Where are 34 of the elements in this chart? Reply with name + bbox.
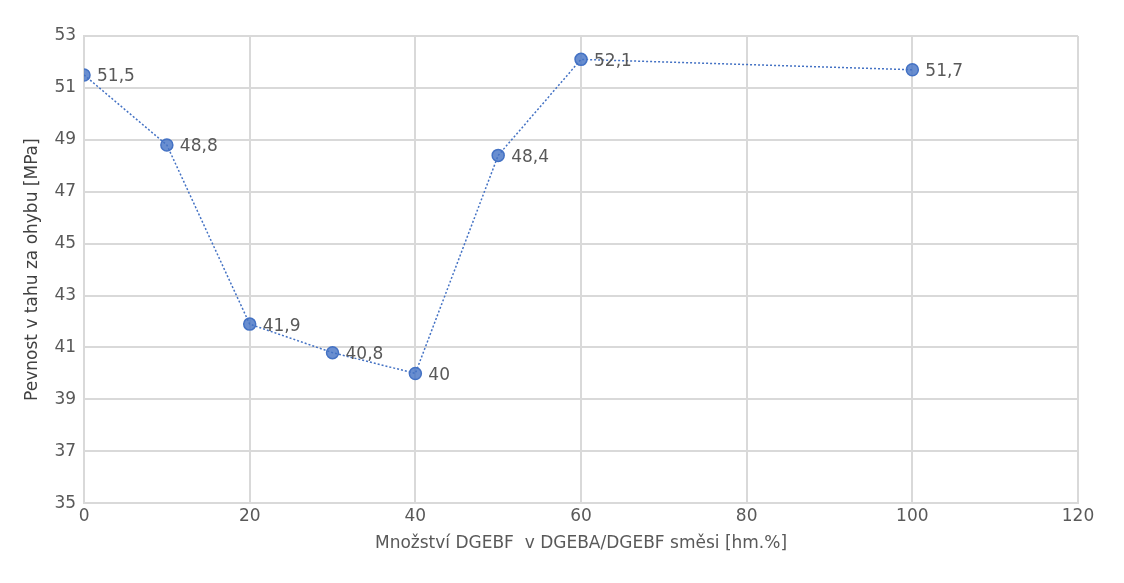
data-label: 48,4 xyxy=(511,145,550,166)
point xyxy=(408,366,423,381)
y-tick-label: 39 xyxy=(54,387,77,408)
y-tick-label: 49 xyxy=(54,128,77,149)
point xyxy=(160,138,174,152)
x-tick-label: 100 xyxy=(896,504,929,525)
data-label: 51,5 xyxy=(97,65,135,86)
x-tick-label: 0 xyxy=(78,504,90,525)
point xyxy=(242,317,257,331)
point xyxy=(905,62,920,77)
x-tick-label: 40 xyxy=(404,504,427,525)
x-tick-label: 80 xyxy=(735,504,758,525)
y-tick-label: 43 xyxy=(54,283,77,304)
data-label: 52,1 xyxy=(594,49,632,70)
y-tick-label: 37 xyxy=(54,439,77,460)
x-axis-title: Množství DGEBF v DGEBA/DGEBF směsi [hm.%] xyxy=(374,532,788,553)
point xyxy=(574,52,588,67)
y-tick-label: 41 xyxy=(54,335,77,356)
data-label: 40 xyxy=(428,363,450,384)
x-tick-label: 20 xyxy=(238,504,261,525)
y-tick-label: 51 xyxy=(54,76,77,97)
point xyxy=(325,345,340,360)
data-label: 51,7 xyxy=(925,60,964,81)
x-tick-label: 120 xyxy=(1061,504,1095,525)
y-tick-label: 53 xyxy=(54,24,77,45)
data-label: 48,8 xyxy=(179,135,218,156)
y-axis-title: Pevnost v tahu za ohybu [MPa] xyxy=(20,138,41,401)
y-tick-label: 47 xyxy=(54,180,77,201)
data-label: 41,9 xyxy=(262,314,301,335)
data-label: 40,8 xyxy=(345,343,384,364)
y-tick-label: 45 xyxy=(54,232,77,253)
x-tick-label: 60 xyxy=(570,504,592,525)
y-tick-label: 35 xyxy=(54,491,77,512)
point xyxy=(491,148,505,163)
